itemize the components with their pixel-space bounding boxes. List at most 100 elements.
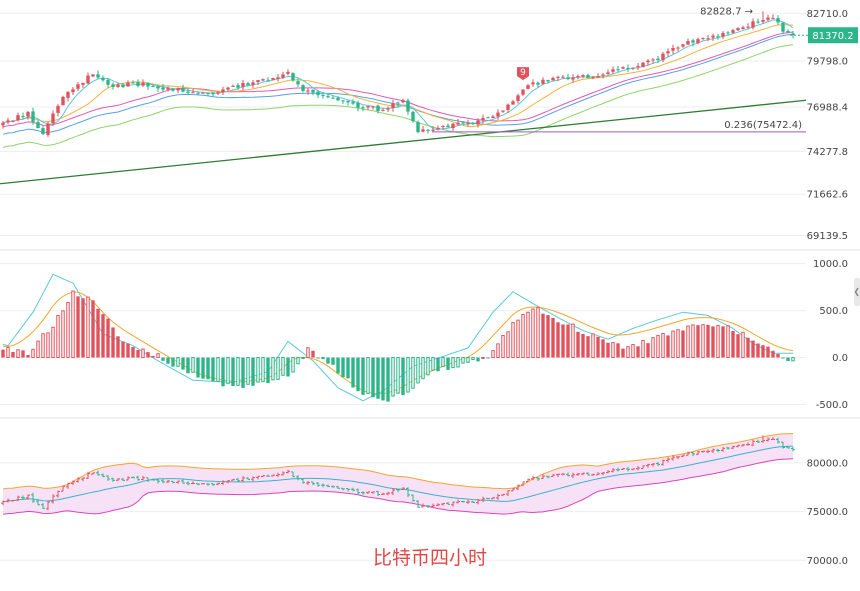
price-candle bbox=[46, 123, 50, 135]
macd-hist-bar bbox=[531, 308, 535, 359]
macd-hist-bar bbox=[661, 332, 665, 359]
price-candle bbox=[506, 104, 510, 110]
macd-hist-bar bbox=[151, 355, 155, 358]
macd-hist-bar bbox=[266, 357, 270, 384]
macd-hist-bar bbox=[101, 314, 105, 358]
price-candle bbox=[461, 122, 465, 124]
price-candle bbox=[6, 120, 10, 123]
macd-hist-bar bbox=[66, 302, 70, 359]
macd-hist-bar bbox=[326, 357, 330, 364]
macd-hist-bar bbox=[96, 308, 100, 358]
macd-hist-bar bbox=[561, 324, 565, 358]
macd-hist-bar bbox=[491, 350, 495, 359]
price-candle bbox=[611, 69, 615, 72]
price-candle bbox=[531, 82, 535, 85]
price-candle bbox=[701, 38, 705, 40]
macd-hist-bar bbox=[36, 340, 40, 359]
macd-hist-bar bbox=[331, 357, 335, 365]
macd-hist-bar bbox=[256, 357, 260, 383]
price-candle bbox=[251, 82, 255, 86]
macd-hist-bar bbox=[521, 313, 525, 359]
macd-hist-bar bbox=[311, 350, 315, 358]
macd-hist-bar bbox=[471, 357, 475, 361]
macd-hist-bar bbox=[131, 347, 135, 358]
price-axis-tick-label: 82710.0 bbox=[807, 9, 848, 20]
macd-hist-bar bbox=[426, 357, 430, 376]
price-candle bbox=[721, 33, 725, 37]
price-candle bbox=[241, 83, 245, 88]
price-candle bbox=[396, 102, 400, 104]
price-candle bbox=[596, 76, 600, 78]
macd-hist-bar bbox=[246, 357, 250, 385]
boll-lower-line bbox=[2, 458, 794, 515]
price-candle bbox=[206, 93, 210, 95]
macd-hist-bar bbox=[271, 357, 275, 381]
boll-band-fill bbox=[3, 433, 793, 515]
macd-hist-bar bbox=[176, 357, 180, 367]
macd-hist-bar bbox=[586, 336, 590, 358]
price-candle bbox=[221, 89, 225, 93]
macd-hist-bar bbox=[451, 357, 455, 369]
price-candle bbox=[216, 92, 220, 94]
price-candle bbox=[656, 58, 660, 61]
macd-hist-bar bbox=[356, 357, 360, 392]
boll-middle-line bbox=[2, 445, 794, 503]
price-candle bbox=[441, 126, 445, 128]
price-candle bbox=[716, 36, 720, 38]
price-candle bbox=[521, 89, 525, 95]
price-candle bbox=[246, 83, 250, 86]
price-candle bbox=[736, 28, 740, 31]
macd-hist-bar bbox=[726, 325, 730, 359]
price-candle bbox=[601, 74, 605, 76]
price-candle bbox=[761, 20, 765, 22]
macd-hist-bar bbox=[221, 357, 225, 387]
macd-hist-bar bbox=[741, 331, 745, 359]
price-candle bbox=[386, 108, 390, 110]
boll-axis-tick-label: 70000.0 bbox=[807, 556, 848, 567]
macd-hist-bar bbox=[431, 357, 435, 371]
price-candle bbox=[781, 22, 785, 32]
price-candle bbox=[616, 69, 620, 71]
macd-hist-bar bbox=[771, 350, 775, 358]
price-candle bbox=[751, 21, 755, 28]
price-candle bbox=[511, 101, 515, 105]
price-candle bbox=[746, 26, 750, 28]
macd-hist-bar bbox=[731, 330, 735, 358]
price-candle bbox=[191, 92, 195, 94]
macd-hist-bar bbox=[1, 349, 5, 358]
macd-hist-bar bbox=[226, 357, 230, 384]
macd-hist-bar bbox=[136, 349, 140, 358]
price-candle bbox=[161, 87, 165, 90]
boll-upper-line bbox=[2, 433, 794, 490]
price-axis-tick-label: 69139.5 bbox=[807, 231, 848, 242]
price-candle bbox=[381, 109, 385, 111]
macd-hist-bar bbox=[476, 357, 480, 362]
price-candle bbox=[681, 44, 685, 47]
price-candle bbox=[541, 79, 545, 84]
price-candle bbox=[56, 105, 60, 113]
macd-hist-bar bbox=[606, 342, 610, 358]
macd-hist-bar bbox=[511, 322, 515, 359]
price-candle bbox=[186, 91, 190, 93]
macd-hist-bar bbox=[61, 310, 65, 359]
macd-hist-bar bbox=[556, 322, 560, 358]
panel-collapse-handle[interactable] bbox=[854, 278, 860, 306]
macd-hist-bar bbox=[46, 332, 50, 359]
price-candle bbox=[676, 47, 680, 49]
macd-hist-bar bbox=[26, 355, 30, 358]
macd-hist-bar bbox=[116, 336, 120, 358]
price-candle bbox=[551, 77, 555, 81]
price-candle bbox=[621, 67, 625, 69]
price-candle bbox=[136, 81, 140, 86]
macd-hist-bar bbox=[231, 357, 235, 387]
price-candle bbox=[271, 78, 275, 80]
price-candle bbox=[36, 122, 40, 129]
macd-hist-bar bbox=[111, 327, 115, 358]
macd-hist-bar bbox=[156, 353, 160, 359]
macd-hist-bar bbox=[576, 331, 580, 358]
macd-axis-tick-label: -500.0 bbox=[816, 400, 848, 411]
macd-hist-bar bbox=[351, 357, 355, 388]
price-axis-tick-label: 76988.4 bbox=[807, 102, 848, 113]
macd-hist-bar bbox=[41, 333, 45, 359]
macd-hist-bar bbox=[306, 347, 310, 359]
